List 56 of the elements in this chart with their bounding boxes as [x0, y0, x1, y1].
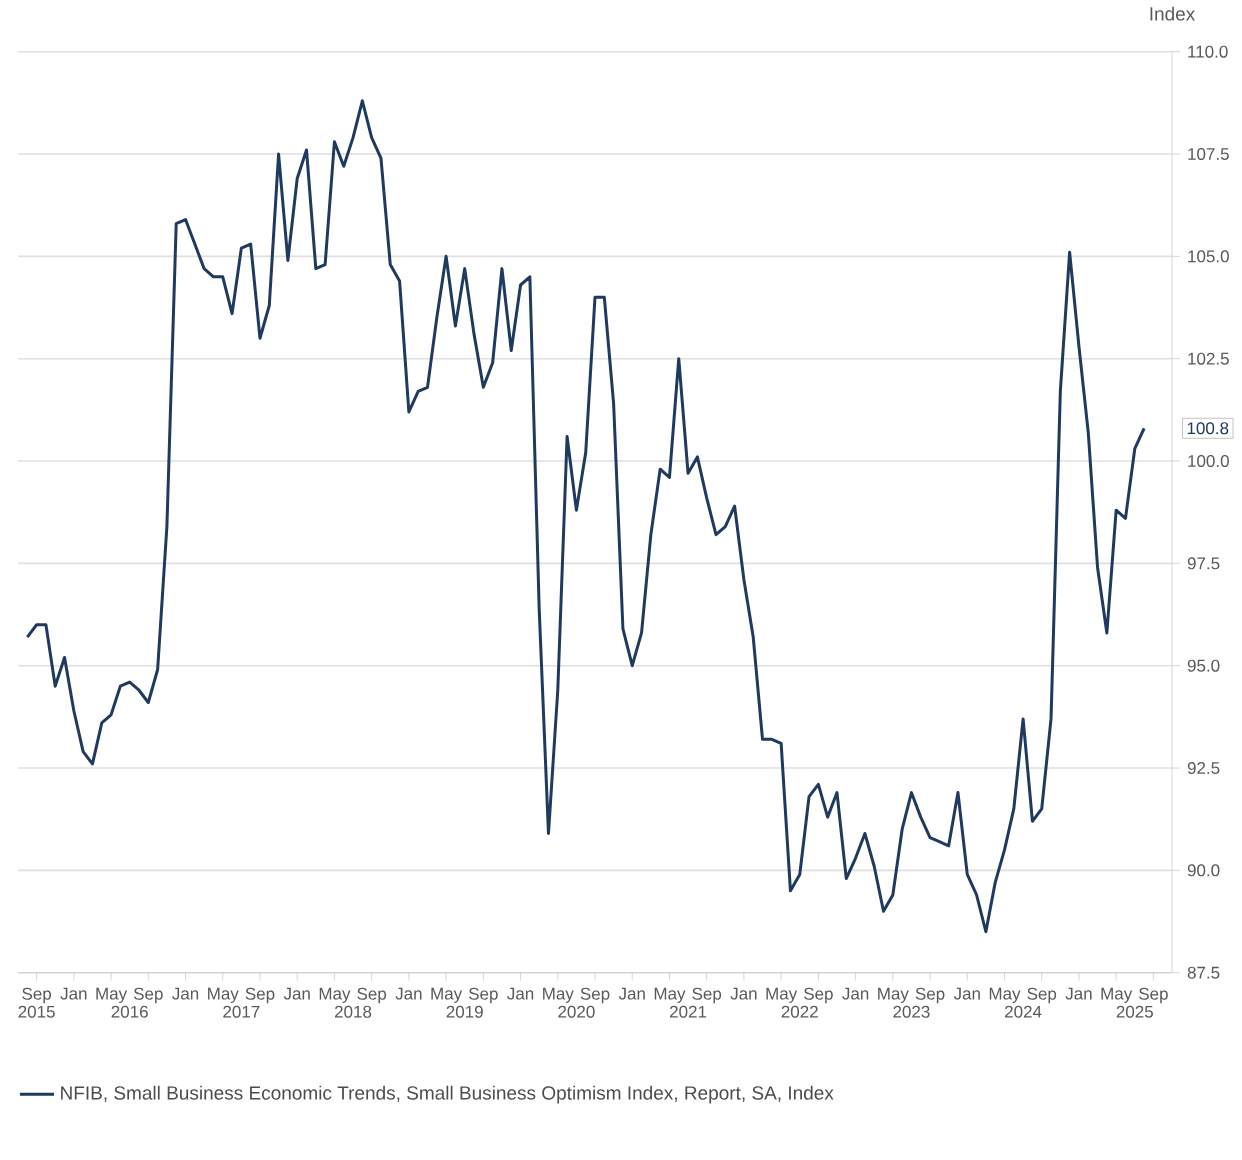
- x2-tick-label: 2016: [111, 1005, 148, 1018]
- x2-tick-label: 2017: [223, 1005, 260, 1018]
- y-tick-label: 110.0: [1188, 45, 1228, 58]
- x-tick-label: May: [1101, 987, 1133, 1004]
- x-tick-label: Sep: [1139, 987, 1168, 1004]
- y-tick-label: 90.0: [1187, 864, 1220, 877]
- x-tick-label: Jan: [1065, 987, 1092, 1000]
- x-tick-label: Jan: [842, 987, 869, 1000]
- y-tick-label: 92.5: [1187, 762, 1220, 775]
- x-tick-label: May: [431, 987, 463, 1004]
- x-tick-label: May: [878, 987, 909, 1004]
- x-tick-label: Sep: [245, 987, 275, 1004]
- x-tick-label: Sep: [915, 987, 945, 1004]
- x-tick-label: May: [989, 987, 1021, 1004]
- x-tick-label: May: [319, 987, 351, 1004]
- x2-tick-label: 2024: [1005, 1005, 1042, 1018]
- x2-tick-label: 2021: [670, 1005, 707, 1018]
- x2-tick-label: 2023: [893, 1005, 930, 1018]
- x-tick-label: May: [766, 987, 798, 1004]
- x-tick-label: Jan: [395, 987, 422, 1000]
- x2-tick-label: 2015: [18, 1005, 55, 1018]
- x-tick-label: May: [654, 987, 686, 1004]
- y-tick-label: 87.5: [1187, 966, 1220, 979]
- x2-tick-label: 2025: [1116, 1005, 1153, 1018]
- y-tick-label: 97.5: [1187, 557, 1220, 570]
- line-series: [25, 99, 1146, 934]
- y-tick-label: 95.0: [1187, 659, 1220, 672]
- x-tick-label: Sep: [22, 987, 52, 1004]
- x-tick-label: May: [96, 987, 128, 1004]
- x-tick-label: Sep: [580, 987, 610, 1004]
- x-tick-label: Sep: [357, 987, 387, 1004]
- x-tick-label: Sep: [468, 987, 498, 1004]
- y-tick-label: 105.0: [1188, 250, 1229, 263]
- x-tick-label: Sep: [133, 987, 163, 1004]
- x-tick-label: Jan: [507, 987, 534, 1000]
- legend-label: NFIB, Small Business Economic Trends, Small Business Optimism Index, Report, SA, Index: [61, 1085, 834, 1104]
- x-tick-label: Sep: [804, 987, 833, 1004]
- x-tick-label: Jan: [953, 987, 980, 1000]
- x2-tick-label: 2022: [781, 1005, 818, 1018]
- x2-tick-label: 2020: [558, 1005, 595, 1018]
- y-tick-label: 102.5: [1188, 352, 1229, 365]
- x-tick-label: Jan: [172, 987, 199, 1000]
- x-tick-label: Jan: [618, 987, 645, 1000]
- x2-tick-label: 2018: [334, 1005, 372, 1018]
- x-tick-label: Sep: [1027, 987, 1057, 1004]
- x2-tick-label: 2019: [446, 1005, 483, 1018]
- y-tick-label: 107.5: [1188, 148, 1229, 161]
- y-tick-label: 100.0: [1188, 455, 1229, 468]
- annotation: 100.8: [1187, 422, 1229, 435]
- x-tick-label: Jan: [60, 987, 87, 1000]
- x-tick-label: Jan: [730, 987, 757, 1000]
- x-tick-label: May: [543, 987, 574, 1004]
- x-tick-label: Sep: [692, 987, 722, 1004]
- x-tick-label: Jan: [283, 987, 310, 1000]
- y-axis-title: Index: [1150, 6, 1196, 21]
- x-tick-label: May: [208, 987, 239, 1004]
